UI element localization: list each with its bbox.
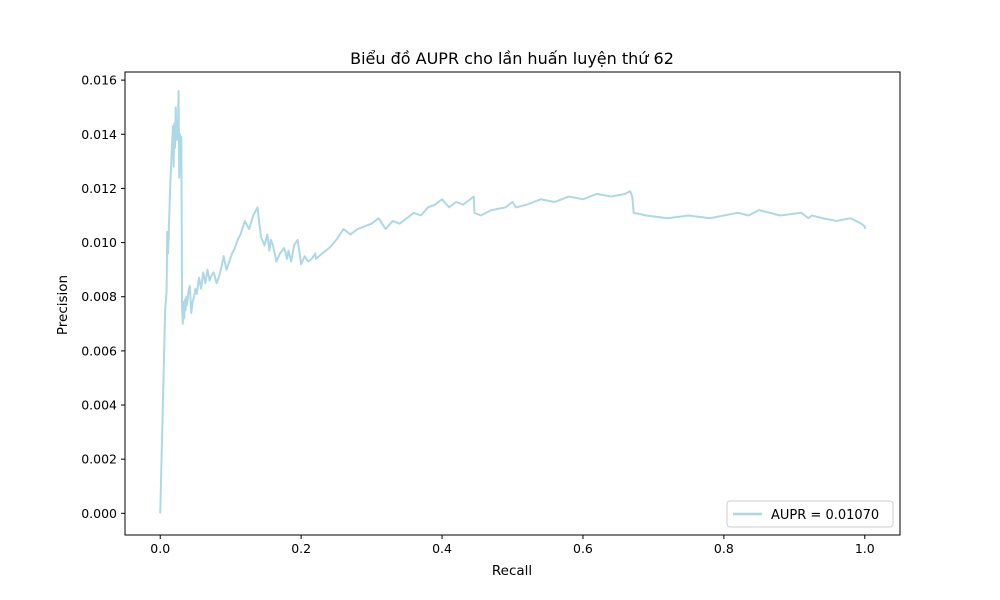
y-tick-label: 0.006 xyxy=(81,343,117,358)
legend: AUPR = 0.01070 xyxy=(726,500,894,528)
x-axis-ticks: 0.0 0.2 0.4 0.6 0.8 1.0 xyxy=(150,535,875,556)
y-tick-label: 0.002 xyxy=(81,452,117,467)
y-axis-ticks: 0.000 0.002 0.004 0.006 0.008 0.010 0.012 0.014… xyxy=(81,73,125,521)
x-tick-label: 1.0 xyxy=(855,541,875,556)
x-tick-label: 0.0 xyxy=(150,541,170,556)
series-layer xyxy=(159,89,866,514)
y-axis-title: Precision xyxy=(55,275,71,335)
legend-label: AUPR = 0.01070 xyxy=(771,508,879,523)
chart-title: Biểu đồ AUPR cho lần huấn luyện thứ 62 xyxy=(350,49,674,68)
y-tick-label: 0.008 xyxy=(81,289,117,304)
y-tick-label: 0.000 xyxy=(81,506,117,521)
pr-curve-line xyxy=(159,89,866,514)
y-tick-label: 0.014 xyxy=(81,127,117,142)
x-axis-title: Recall xyxy=(492,563,532,579)
x-tick-label: 0.2 xyxy=(291,541,311,556)
plot-frame xyxy=(124,71,901,536)
y-tick-label: 0.010 xyxy=(81,235,117,250)
x-tick-label: 0.8 xyxy=(714,541,734,556)
y-tick-label: 0.004 xyxy=(81,398,117,413)
y-tick-label: 0.012 xyxy=(81,181,117,196)
legend-box xyxy=(726,500,894,528)
x-tick-label: 0.4 xyxy=(432,541,452,556)
x-tick-label: 0.6 xyxy=(573,541,593,556)
y-tick-label: 0.016 xyxy=(81,73,117,88)
